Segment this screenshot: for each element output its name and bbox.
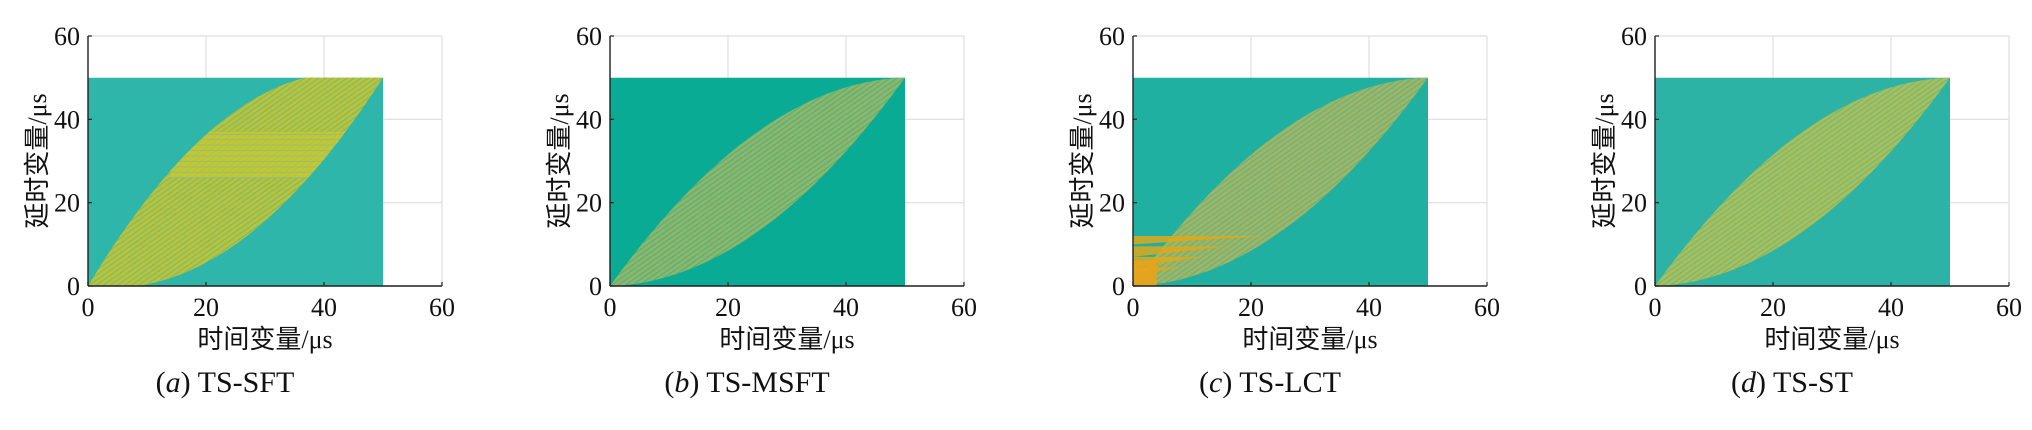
spread-artifact	[1133, 236, 1263, 286]
panel-caption: (a) TS-SFT	[156, 366, 295, 399]
x-tick-label: 20	[715, 293, 741, 322]
y-tick-label: 40	[576, 105, 602, 134]
y-tick-label: 20	[576, 189, 602, 218]
x-tick-label: 20	[193, 293, 219, 322]
x-tick-label: 60	[951, 293, 977, 322]
y-tick-label: 20	[1099, 189, 1125, 218]
x-tick-label: 20	[1238, 293, 1264, 322]
heatmap-image	[1133, 77, 1428, 286]
y-tick-label: 40	[54, 105, 80, 134]
x-tick-label: 60	[1474, 293, 1500, 322]
y-tick-label: 60	[576, 22, 602, 51]
x-axis-label: 时间变量/μs	[1242, 325, 1377, 354]
y-tick-label: 20	[1621, 189, 1647, 218]
signal-band	[610, 77, 905, 286]
heatmap-image	[1655, 77, 1950, 286]
signal-band	[88, 77, 383, 286]
panel-a: 0 20 40 60 0 20 40 60 时间变量/μs 延时变量/μs (a) TS-SFT	[23, 22, 455, 399]
x-tick-label: 60	[429, 293, 455, 322]
panel-caption: (d) TS-ST	[1731, 366, 1853, 399]
x-tick-label: 0	[604, 293, 617, 322]
panel-d: 0 20 40 60 0 20 40 60 时间变量/μs 延时变量/μs (d) TS-ST	[1590, 22, 2022, 399]
x-tick-label: 0	[1649, 293, 1662, 322]
x-tick-label: 0	[82, 293, 95, 322]
y-axis-label: 延时变量/μs	[545, 93, 574, 228]
x-axis-label: 时间变量/μs	[719, 325, 854, 354]
y-axis-label: 延时变量/μs	[23, 93, 52, 228]
signal-band	[1133, 77, 1428, 286]
y-tick-label: 40	[1099, 105, 1125, 134]
heatmap-image	[88, 77, 383, 286]
panel-c: 0 20 40 60 0 20 40 60 时间变量/μs 延时变量/μs (c) TS-LCT	[1068, 22, 1500, 399]
y-tick-label: 60	[54, 22, 80, 51]
y-tick-label: 60	[1099, 22, 1125, 51]
y-tick-label: 0	[589, 272, 602, 301]
y-tick-label: 20	[54, 189, 80, 218]
y-tick-label: 0	[1634, 272, 1647, 301]
x-tick-label: 0	[1127, 293, 1140, 322]
x-tick-label: 40	[1356, 293, 1382, 322]
x-tick-label: 60	[1996, 293, 2022, 322]
panel-caption: (c) TS-LCT	[1199, 366, 1341, 399]
heatmap-image	[610, 77, 905, 286]
y-tick-label: 0	[67, 272, 80, 301]
signal-band	[1655, 77, 1950, 286]
y-axis-label: 延时变量/μs	[1590, 93, 1619, 228]
x-axis-label: 时间变量/μs	[197, 325, 332, 354]
x-tick-label: 40	[833, 293, 859, 322]
y-axis-label: 延时变量/μs	[1068, 93, 1097, 228]
panel-b: 0 20 40 60 0 20 40 60 时间变量/μs 延时变量/μs (b) TS-MSFT	[545, 22, 977, 399]
x-tick-label: 20	[1760, 293, 1786, 322]
x-tick-label: 40	[311, 293, 337, 322]
x-axis-label: 时间变量/μs	[1764, 325, 1899, 354]
x-tick-label: 40	[1878, 293, 1904, 322]
y-tick-label: 0	[1112, 272, 1125, 301]
panel-caption: (b) TS-MSFT	[664, 366, 829, 399]
y-tick-label: 40	[1621, 105, 1647, 134]
y-tick-label: 60	[1621, 22, 1647, 51]
